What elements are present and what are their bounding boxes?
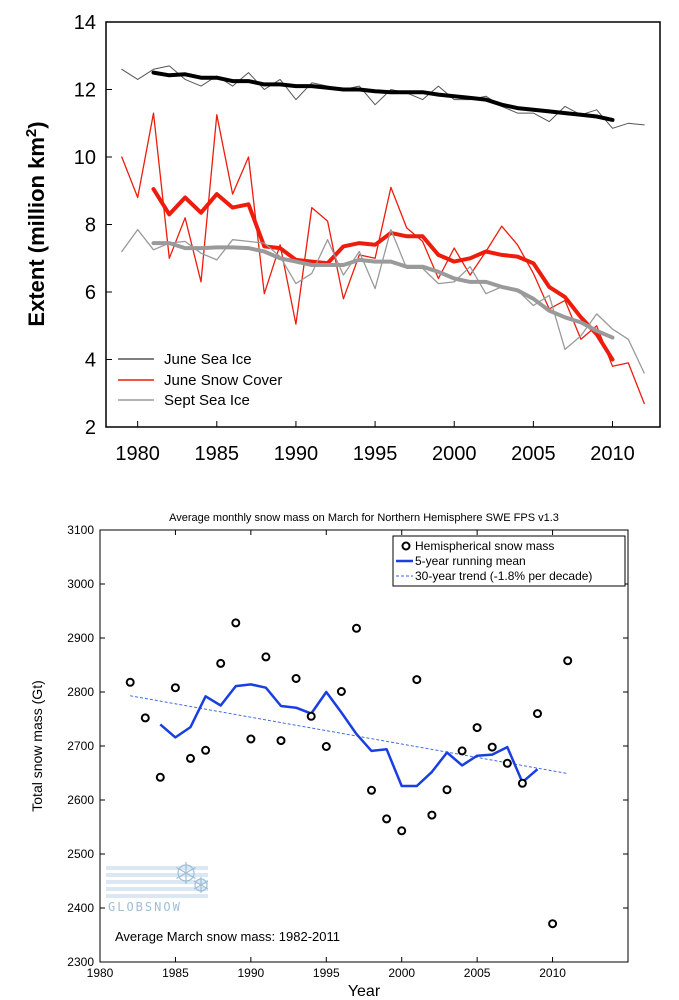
chart1-series <box>121 65 645 405</box>
chart1-series-sept-sea-ice-5-yr-mean <box>151 241 615 340</box>
chart2-y-tick-label: 3100 <box>67 523 94 537</box>
chart1-y-tick-label: 8 <box>85 215 96 237</box>
chart2-series <box>125 618 573 929</box>
chart1-series-june-snow-cover-5-yr-mean <box>151 187 615 362</box>
chart1-y-axis-label-close: ) <box>24 121 49 128</box>
chart2-snow-mass-point <box>140 713 150 723</box>
chart2-snow-mass-point <box>533 709 542 719</box>
chart2-x-axis-label: Year <box>348 983 381 1000</box>
chart2-snow-mass-point <box>186 753 195 763</box>
chart2-snow-mass-point <box>201 745 211 755</box>
chart2-snow-mass-point <box>155 772 165 782</box>
chart2-snow-mass-point <box>472 723 482 733</box>
chart2-snow-mass-point <box>367 785 376 795</box>
snowflake-icon <box>176 862 209 893</box>
chart2-y-tick-label: 2700 <box>67 739 94 753</box>
chart1-legend: June Sea Ice June Snow Cover Sept Sea Ic… <box>118 351 282 409</box>
chart2-snow-mass-point <box>170 683 180 693</box>
globsnow-logo-text: GLOBSNOW <box>108 900 182 914</box>
chart2-snow-mass-point <box>412 675 422 685</box>
chart2-legend-box <box>392 535 626 587</box>
chart2-snow-mass-point <box>487 742 497 752</box>
chart1-x-tick-label: 1980 <box>115 443 160 465</box>
chart2-y-axis-label: Total snow mass (Gt) <box>29 680 45 811</box>
chart1-x-tick-label: 2010 <box>590 443 635 465</box>
chart2-y-tick-label: 3000 <box>67 577 94 591</box>
chart2-snow-mass-point <box>246 734 256 744</box>
chart1-x-ticks: 1980 1985 1990 1995 2000 2005 2010 <box>115 421 635 465</box>
chart2-snow-mass-point <box>548 919 558 929</box>
chart1-series-sept-sea-ice <box>121 228 645 374</box>
chart1-y-tick-label: 10 <box>74 147 96 169</box>
chart2-y-tick-label: 2300 <box>67 955 94 969</box>
chart1-y-tick-label: 12 <box>74 80 96 102</box>
chart1-x-tick-label: 1995 <box>353 443 398 465</box>
chart2-snow-mass-point <box>352 623 361 633</box>
chart2-x-tick-label: 1990 <box>238 966 265 980</box>
chart1-x-tick-label: 2005 <box>511 443 556 465</box>
chart2-y-tick-label: 2500 <box>67 847 94 861</box>
chart2-snow-mass-point <box>397 826 407 836</box>
chart1-y-tick-label: 6 <box>85 282 96 304</box>
chart2-snow-mass-point <box>216 658 226 668</box>
chart2-y-tick-label: 2800 <box>67 685 94 699</box>
chart2-x-tick-label: 1995 <box>313 966 340 980</box>
legend-label-trend: 30-year trend (-1.8% per decade) <box>415 569 592 583</box>
chart2-annotation: Average March snow mass: 1982-2011 <box>115 929 340 944</box>
legend-label-june-sea-ice: June Sea Ice <box>164 351 252 368</box>
chart2-snow-mass-point <box>321 742 331 751</box>
chart2-snow-mass-point <box>502 758 512 768</box>
chart2-snow-mass-point <box>517 778 527 788</box>
legend-label-running-mean: 5-year running mean <box>415 554 526 568</box>
chart2-title: Average monthly snow mass on March for N… <box>169 512 559 524</box>
chart1-y-axis-label-text: Extent (million km <box>24 137 49 326</box>
legend-label-june-snow-cover: June Snow Cover <box>164 372 282 389</box>
globsnow-logo: GLOBSNOW <box>106 862 209 914</box>
chart2-running-mean-line <box>159 683 539 788</box>
chart2-snow-mass-point <box>125 677 135 687</box>
chart1-series-june-snow-cover <box>121 112 645 405</box>
chart2-legend: Hemispherical snow mass 5-year running m… <box>392 535 626 587</box>
chart1-x-tick-label: 2000 <box>432 443 477 465</box>
chart2-y-tick-label: 2400 <box>67 901 94 915</box>
chart1-y-axis-label: Extent (million km2) <box>23 121 49 326</box>
chart1-x-tick-label: 1990 <box>274 443 319 465</box>
chart2-snow-mass-point <box>442 785 452 795</box>
chart2-snow-mass-point <box>291 674 301 683</box>
chart2-snow-mass-point <box>563 656 573 666</box>
chart2-y-tick-label: 2600 <box>67 793 94 807</box>
chart2-x-tick-label: 2005 <box>464 966 491 980</box>
legend-label-hemispherical-snow-mass: Hemispherical snow mass <box>415 539 554 553</box>
chart2-snow-mass-point <box>382 814 392 824</box>
chart2-snow-mass-point <box>276 736 286 746</box>
chart1-y-axis-label-superscript: 2 <box>23 129 40 137</box>
chart1-y-tick-label: 4 <box>85 350 96 372</box>
chart2-snow-mass-point <box>261 652 271 662</box>
chart2-snow-mass-point <box>231 618 241 628</box>
chart2-y-tick-label: 2900 <box>67 631 94 645</box>
chart2-x-tick-label: 1980 <box>87 966 114 980</box>
legend-label-sept-sea-ice: Sept Sea Ice <box>164 392 250 409</box>
chart1-x-tick-label: 1985 <box>195 443 240 465</box>
chart2-trend-line <box>130 695 568 775</box>
chart2-snow-mass-point <box>457 746 467 756</box>
legend-marker-hemispherical-snow-mass <box>401 541 411 551</box>
chart2-snow-mass-point <box>427 810 437 820</box>
chart2-snow-mass-point <box>306 711 316 721</box>
chart1-y-ticks: 2 4 6 8 10 12 14 <box>74 12 112 439</box>
chart2-x-tick-label: 2010 <box>539 966 566 980</box>
chart2-y-ticks: 2300 2400 2500 2600 2700 2800 2900 3000 3100 <box>67 523 628 969</box>
chart2-x-ticks: 1980 1985 1990 1995 2000 2005 2010 <box>87 530 566 980</box>
chart2-snow-mass-point <box>336 687 346 696</box>
chart1-series-june-sea-ice-5-yr-mean <box>151 70 615 122</box>
chart-snow-mass: Average monthly snow mass on March for N… <box>29 512 629 1000</box>
chart2-x-tick-label: 2000 <box>388 966 415 980</box>
chart1-y-tick-label: 14 <box>74 12 96 34</box>
chart2-x-tick-label: 1985 <box>162 966 189 980</box>
chart1-y-tick-label: 2 <box>85 417 96 439</box>
